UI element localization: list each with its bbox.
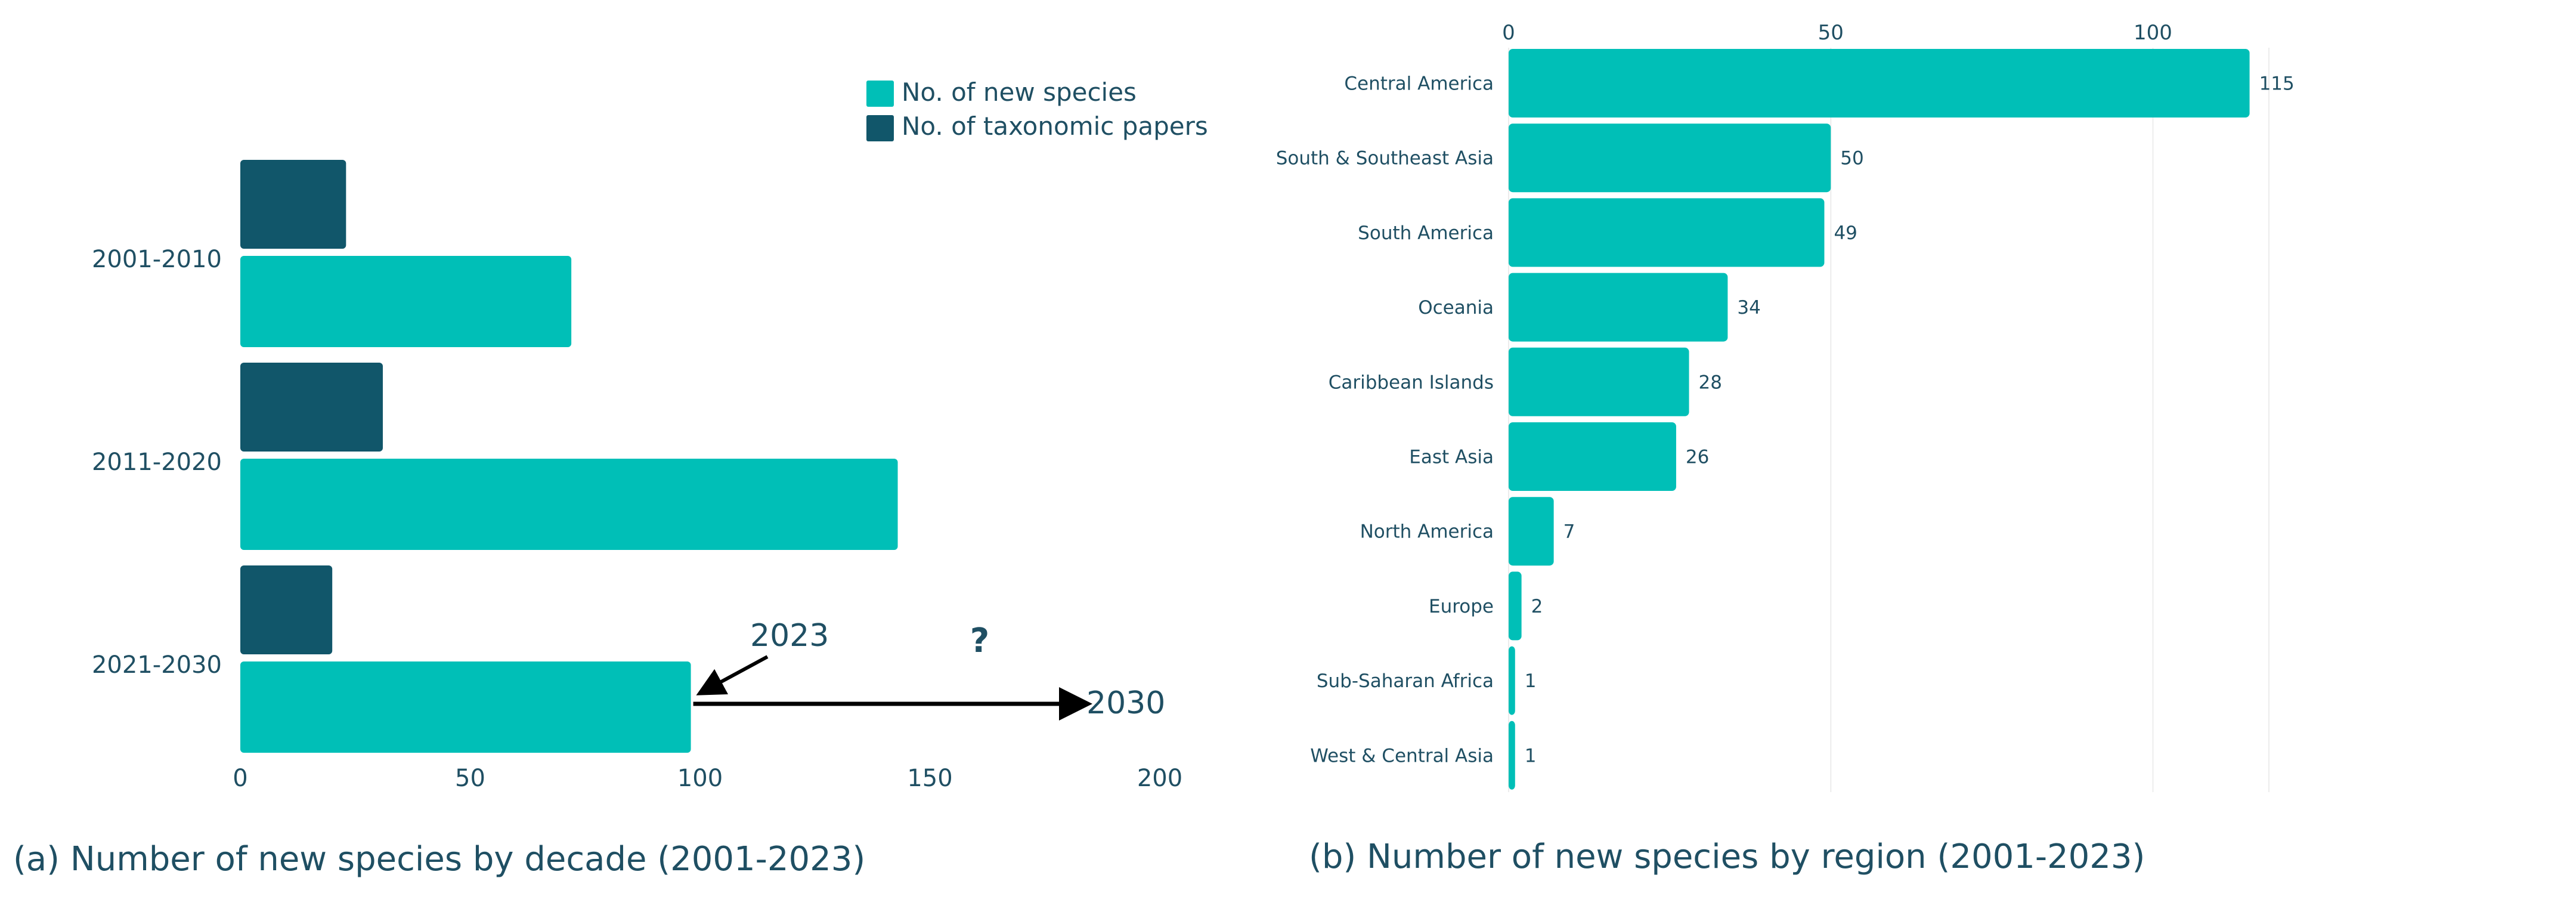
x-tick-label: 200 <box>1137 765 1182 792</box>
value-label-Central America: 115 <box>2259 73 2295 95</box>
value-label-Oceania: 34 <box>1737 297 1760 319</box>
region-chart-caption: (b) Number of new species by region (200… <box>1309 837 2145 876</box>
category-label-East Asia: East Asia <box>1409 447 1494 468</box>
legend-label-new-species: No. of new species <box>902 78 1137 107</box>
value-label-Caribbean Islands: 28 <box>1699 372 1722 393</box>
bar-species-2021-2030 <box>240 661 691 753</box>
value-label-West & Central Asia: 1 <box>1525 745 1537 766</box>
category-label-2001-2010: 2001-2010 <box>92 246 222 273</box>
decade-chart-caption: (a) Number of new species by decade (200… <box>13 840 866 879</box>
bar-Oceania <box>1509 273 1728 342</box>
arrow-2023 <box>696 655 769 695</box>
bar-West & Central Asia <box>1509 721 1515 790</box>
category-label-Oceania: Oceania <box>1418 297 1494 319</box>
region-chart-svg: 0 50 100 Central America 115 South & Southeas… <box>1276 21 2295 792</box>
bar-Caribbean Islands <box>1509 347 1689 416</box>
bar-species-2001-2010 <box>240 256 572 347</box>
value-label-East Asia: 26 <box>1686 447 1709 468</box>
category-label-2021-2030: 2021-2030 <box>92 651 222 679</box>
x-tick-label: 50 <box>455 765 485 792</box>
bar-papers-2001-2010 <box>240 160 346 249</box>
legend-label-papers: No. of taxonomic papers <box>902 112 1208 141</box>
annotation-2030: 2030 <box>1086 685 1165 721</box>
value-label-Europe: 2 <box>1531 596 1543 617</box>
x-tick-label: 100 <box>2134 21 2172 45</box>
category-label-Central America: Central America <box>1344 73 1494 95</box>
bar-species-2011-2020 <box>240 459 898 550</box>
x-tick-label: 0 <box>1502 21 1515 45</box>
category-label-North America: North America <box>1360 521 1494 543</box>
x-tick-label: 100 <box>677 765 723 792</box>
bar-papers-2021-2030 <box>240 565 333 654</box>
category-label-Sub-Saharan Africa: Sub-Saharan Africa <box>1317 670 1494 692</box>
value-label-South America: 49 <box>1834 222 1857 244</box>
legend-swatch-new-species <box>866 81 894 107</box>
bar-papers-2011-2020 <box>240 363 383 452</box>
annotation-question-mark: ? <box>970 622 989 660</box>
category-label-South America: South America <box>1358 222 1494 244</box>
bar-Central America <box>1509 49 2250 118</box>
bar-South & Southeast Asia <box>1509 123 1831 193</box>
bar-Sub-Saharan Africa <box>1509 646 1515 715</box>
bar-Europe <box>1509 571 1522 641</box>
annotation-2023: 2023 <box>750 618 829 654</box>
x-tick-label: 50 <box>1818 21 1844 45</box>
value-label-North America: 7 <box>1563 521 1575 543</box>
category-label-Europe: Europe <box>1429 596 1494 617</box>
value-label-Sub-Saharan Africa: 1 <box>1525 670 1537 692</box>
category-label-South & Southeast Asia: South & Southeast Asia <box>1276 148 1494 169</box>
decade-chart-svg: 2001-2010 2011-2020 2021-2030 0 50 100 150 200 N… <box>92 78 1208 792</box>
value-label-South & Southeast Asia: 50 <box>1840 148 1863 169</box>
category-label-West & Central Asia: West & Central Asia <box>1310 745 1494 766</box>
category-label-2011-2020: 2011-2020 <box>92 449 222 476</box>
category-label-Caribbean Islands: Caribbean Islands <box>1329 372 1494 393</box>
bar-East Asia <box>1509 422 1676 491</box>
x-tick-label: 150 <box>907 765 952 792</box>
x-tick-label: 0 <box>233 765 247 792</box>
legend-swatch-papers <box>866 115 894 141</box>
bar-South America <box>1509 198 1825 267</box>
decade-chart: 2001-2010 2011-2020 2021-2030 0 50 100 150 200 N… <box>0 0 1264 910</box>
region-chart: 0 50 100 Central America 115 South & Southeas… <box>1264 0 2576 910</box>
bar-North America <box>1509 497 1554 566</box>
